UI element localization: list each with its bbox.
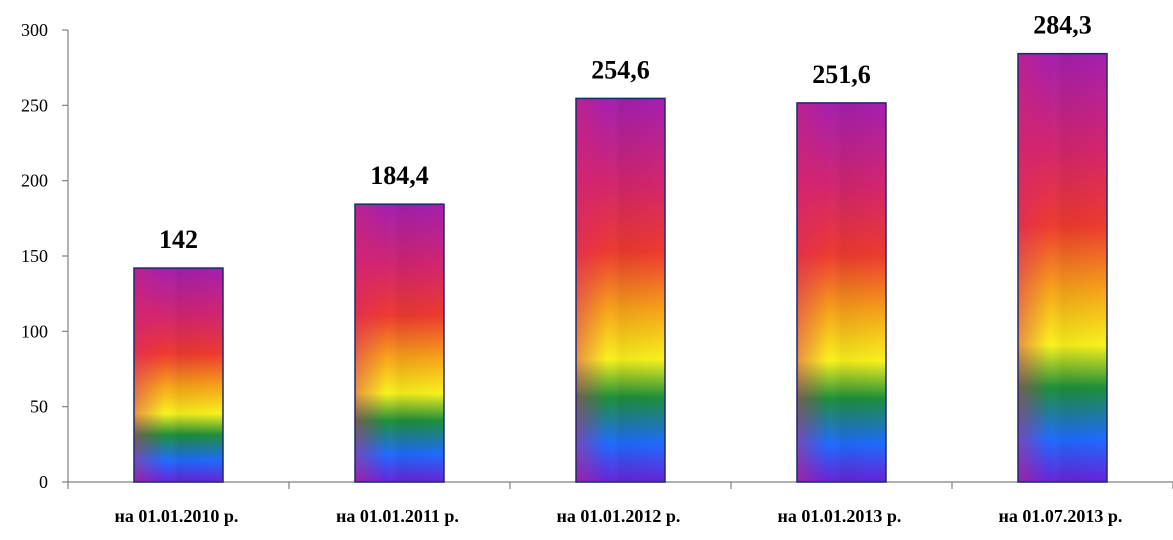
bar <box>575 97 666 483</box>
data-label: 251,6 <box>812 60 871 89</box>
y-tick-label: 0 <box>39 472 48 492</box>
x-category-label: на 01.07.2013 р. <box>999 506 1123 526</box>
data-label: 184,4 <box>370 161 429 190</box>
x-category-label: на 01.01.2010 р. <box>115 506 239 526</box>
y-ticks: 0 50 100 150 200 250 300 <box>21 20 68 492</box>
x-axis <box>67 481 1173 489</box>
y-tick-label: 300 <box>21 20 48 40</box>
x-category-label: на 01.01.2011 р. <box>336 506 459 526</box>
x-ticks <box>67 482 1173 489</box>
bar <box>1017 52 1108 483</box>
bar-shade <box>355 204 444 483</box>
bar <box>133 267 224 483</box>
y-tick-label: 250 <box>21 95 48 115</box>
bar-shade <box>134 268 223 482</box>
bar-outline <box>354 203 445 483</box>
data-label: 254,6 <box>591 55 650 84</box>
bar <box>796 102 887 483</box>
bar-outline <box>796 102 887 483</box>
data-label: 142 <box>159 225 198 254</box>
bars <box>133 52 1108 483</box>
bar <box>354 203 445 483</box>
data-label: 284,3 <box>1033 11 1092 40</box>
x-category-label: на 01.01.2012 р. <box>557 506 681 526</box>
bar-outline <box>575 97 666 483</box>
bar-shade <box>797 102 886 482</box>
y-axis: 0 50 100 150 200 250 300 <box>21 20 69 492</box>
bar-outline <box>1017 52 1108 483</box>
bar-outline <box>133 267 224 483</box>
y-tick-label: 150 <box>21 246 48 266</box>
bar-shade <box>576 98 665 483</box>
y-tick-label: 50 <box>30 397 48 417</box>
bar-shade <box>1018 53 1107 483</box>
data-labels: 142 184,4 254,6 251,6 284,3 <box>159 11 1092 254</box>
y-tick-label: 200 <box>21 171 48 191</box>
y-tick-label: 100 <box>21 321 48 341</box>
x-category-label: на 01.01.2013 р. <box>778 506 902 526</box>
category-labels: на 01.01.2010 р. на 01.01.2011 р. на 01.01… <box>115 506 1123 526</box>
